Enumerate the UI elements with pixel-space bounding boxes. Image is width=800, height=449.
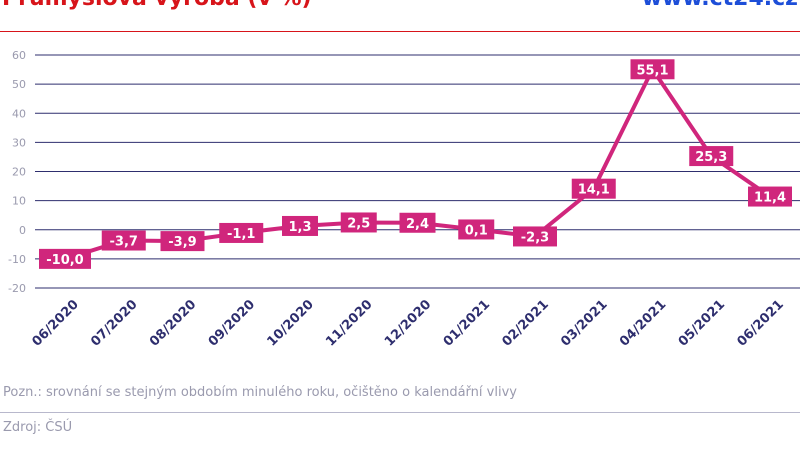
title-divider (0, 31, 800, 32)
y-tick-label: 10 (12, 195, 26, 208)
data-label: 25,3 (695, 150, 727, 165)
y-tick-label: 50 (12, 78, 26, 91)
chart-title: Průmyslová výroba (v %) (2, 0, 312, 11)
data-label: -1,1 (227, 227, 255, 242)
data-label: 11,4 (754, 191, 786, 206)
data-label-bg (101, 230, 146, 251)
x-tick-label: 02/2021 (499, 297, 551, 349)
x-tick-label: 10/2020 (264, 297, 316, 349)
data-label: -2,3 (521, 230, 549, 245)
data-label-bg (340, 212, 377, 233)
y-tick-label: 20 (12, 166, 26, 179)
footer-divider (0, 412, 800, 413)
data-label: 1,3 (288, 220, 311, 235)
y-tick-label: 30 (12, 136, 26, 149)
x-tick-label: 06/2021 (734, 297, 786, 349)
line-chart: 60 50 40 30 20 10 0 -10 -20 -10,0 06/2020 -3,7 07/20… (8, 49, 800, 350)
data-label: 2,4 (406, 217, 429, 232)
data-label: 14,1 (578, 183, 610, 198)
data-label-bg (630, 59, 675, 80)
x-tick-label: 04/2021 (617, 297, 669, 349)
y-tick-label: -10 (8, 253, 26, 266)
y-tick-label: 0 (19, 224, 26, 237)
data-label: 2,5 (347, 216, 370, 231)
data-label-bg (219, 222, 264, 243)
data-label-bg (571, 178, 616, 199)
data-label-bg (689, 146, 734, 167)
data-label: -3,7 (110, 235, 138, 250)
brand-link[interactable]: www.ct24.cz (642, 0, 798, 11)
data-label-bg (39, 248, 91, 269)
x-tick-label: 11/2020 (323, 297, 375, 349)
data-label: -10,0 (46, 253, 83, 268)
data-label-bg (513, 226, 557, 247)
data-label-bg (458, 219, 495, 240)
x-tick-label: 12/2020 (382, 297, 434, 349)
y-tick-label: 40 (12, 107, 26, 120)
x-tick-label: 05/2021 (676, 297, 728, 349)
x-tick-label: 01/2021 (441, 297, 493, 349)
y-tick-label: 60 (12, 49, 26, 62)
data-label: 0,1 (465, 223, 488, 238)
data-label: 55,1 (636, 63, 668, 78)
x-tick-label: 07/2020 (88, 297, 140, 349)
data-label-bg (282, 215, 318, 236)
chart-note: Pozn.: srovnání se stejným obdobím minul… (3, 385, 517, 400)
x-tick-label: 03/2021 (558, 297, 610, 349)
data-label: -3,9 (168, 235, 196, 250)
x-tick-label: 09/2020 (206, 297, 258, 349)
y-tick-label: -20 (8, 282, 26, 295)
chart-source: Zdroj: ČSÚ (3, 420, 73, 435)
x-tick-label: 06/2020 (29, 297, 81, 349)
data-label-bg (160, 231, 205, 252)
data-label-bg (748, 186, 792, 207)
data-label-bg (399, 212, 436, 233)
x-tick-label: 08/2020 (147, 297, 199, 349)
